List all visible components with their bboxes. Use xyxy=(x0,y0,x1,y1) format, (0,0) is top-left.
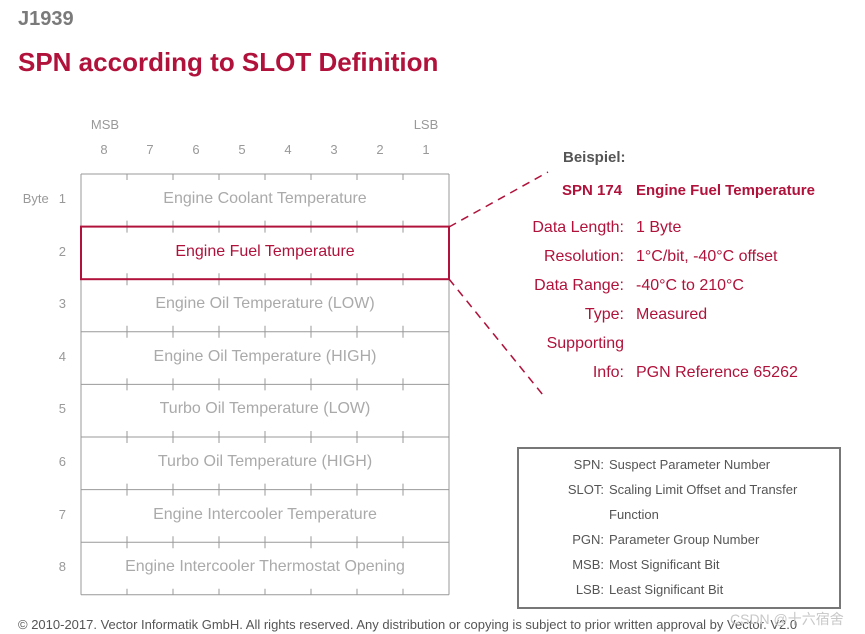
byte-number: 2 xyxy=(58,243,66,259)
legend-box xyxy=(517,447,841,609)
bit-number: 8 xyxy=(100,142,108,157)
byte-index-label: 2 xyxy=(6,244,66,259)
byte-row-label: Engine Intercooler Thermostat Opening xyxy=(125,558,405,576)
example-spn-id: SPN 174 xyxy=(562,182,623,199)
byte-row-label: Engine Coolant Temperature xyxy=(163,190,367,207)
section-label: J1939 xyxy=(18,8,74,30)
byte-number: 1 xyxy=(58,191,66,206)
detail-value: -40°C to 210°C xyxy=(636,277,744,294)
example-heading: Beispiel: xyxy=(563,149,626,166)
byte-number: 3 xyxy=(58,296,66,312)
byte-row-label: Engine Oil Temperature (HIGH) xyxy=(153,347,377,365)
byte-index-label: 4 xyxy=(6,349,66,364)
lsb-label: LSB xyxy=(413,117,439,132)
byte-number: 6 xyxy=(58,454,66,469)
bit-number: 4 xyxy=(284,142,292,157)
highlighted-row-outline xyxy=(80,225,450,281)
bit-number: 7 xyxy=(146,142,154,157)
byte-number: 4 xyxy=(58,348,66,364)
copyright-footer: © 2010-2017. Vector Informatik GmbH. All… xyxy=(18,617,798,632)
detail-label: Supporting xyxy=(546,335,624,352)
detail-value: 1°C/bit, -40°C offset xyxy=(636,248,778,265)
legend-value: Suspect Parameter Number xyxy=(609,457,771,472)
legend-key: SLOT: xyxy=(567,482,604,497)
legend-value: Most Significant Bit xyxy=(609,557,720,572)
byte-row-label: Engine Fuel Temperature xyxy=(175,242,355,260)
legend-key: SPN: xyxy=(573,457,604,472)
detail-label: Type: xyxy=(584,306,624,323)
byte-index-label: 7 xyxy=(6,507,66,522)
byte-header: Byte xyxy=(22,191,49,206)
byte-row-label: Engine Oil Temperature (LOW) xyxy=(155,295,375,313)
example-spn-name: Engine Fuel Temperature xyxy=(636,182,815,199)
detail-value: 1 Byte xyxy=(636,219,682,236)
detail-label: Info: xyxy=(592,364,624,381)
byte-index-label: 3 xyxy=(6,296,66,311)
detail-label: Data Range: xyxy=(534,277,624,294)
legend-key: PGN: xyxy=(572,532,604,547)
page-title: SPN according to SLOT Definition xyxy=(18,47,439,77)
byte-number: 7 xyxy=(58,506,66,522)
watermark: CSDN @十六宿舍 xyxy=(730,611,844,627)
byte-row-label: Turbo Oil Temperature (HIGH) xyxy=(157,453,373,470)
bit-number: 3 xyxy=(330,142,338,157)
byte-row-label: Turbo Oil Temperature (LOW) xyxy=(159,400,371,418)
legend-value: Scaling Limit Offset and Transfer xyxy=(609,482,798,497)
byte-number: 8 xyxy=(58,559,66,575)
legend-value: Function xyxy=(609,507,659,522)
bit-number: 1 xyxy=(422,142,430,157)
detail-value: PGN Reference 65262 xyxy=(636,364,798,381)
connector-line-bottom xyxy=(448,278,544,396)
byte-index-label: 8 xyxy=(6,559,66,574)
legend-key: MSB: xyxy=(572,557,604,572)
msb-label: MSB xyxy=(90,117,120,132)
bit-number: 6 xyxy=(192,142,200,157)
byte-index-label: 5 xyxy=(6,401,66,416)
byte-row-label: Engine Intercooler Temperature xyxy=(153,505,377,523)
legend-value: Parameter Group Number xyxy=(609,532,760,547)
bit-number: 5 xyxy=(238,142,246,157)
detail-label: Data Length: xyxy=(532,219,624,236)
byte-index-label: Byte 1 xyxy=(6,191,66,206)
legend-value: Least Significant Bit xyxy=(609,582,724,597)
detail-label: Resolution: xyxy=(543,248,624,265)
bit-number: 2 xyxy=(376,142,384,157)
legend-key: LSB: xyxy=(575,582,604,597)
detail-value: Measured xyxy=(636,306,708,323)
byte-number: 5 xyxy=(58,401,66,417)
byte-index-label: 6 xyxy=(6,454,66,469)
connector-line-top xyxy=(448,171,549,228)
